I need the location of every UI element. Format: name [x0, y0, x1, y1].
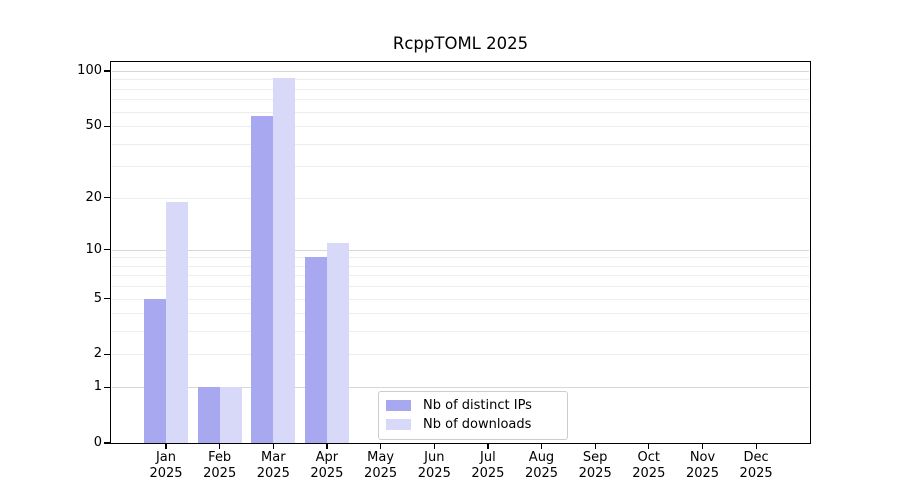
x-tick-label-dec: Dec 2025 — [739, 450, 773, 481]
y-tick-1 — [104, 386, 110, 388]
bar-nb-of-downloads-feb — [219, 387, 242, 443]
x-tick-jan — [165, 444, 167, 449]
legend-item-distinct-ips: Nb of distinct IPs — [386, 396, 567, 415]
x-tick-label-nov: Nov 2025 — [685, 450, 720, 481]
gridline-90 — [112, 79, 809, 81]
x-tick-sep — [594, 444, 596, 449]
y-tick-label-2: 2 — [93, 346, 102, 362]
x-tick-label-jan: Jan 2025 — [149, 450, 183, 481]
gridline-major-1 — [112, 387, 809, 389]
y-tick-2 — [104, 353, 110, 356]
y-tick-label-20: 20 — [85, 189, 102, 205]
bar-nb-of-distinct-ips-feb — [197, 387, 220, 443]
bar-nb-of-distinct-ips-jan — [144, 298, 166, 443]
legend-item-downloads: Nb of downloads — [386, 415, 567, 434]
gridline-8 — [112, 265, 809, 267]
bar-nb-of-downloads-mar — [273, 77, 296, 443]
gridline-50 — [112, 126, 809, 128]
x-tick-label-apr: Apr 2025 — [310, 450, 344, 481]
x-tick-label-aug: Aug 2025 — [524, 450, 559, 481]
bar-nb-of-distinct-ips-apr — [304, 257, 327, 443]
y-tick-label-10: 10 — [85, 241, 102, 257]
y-tick-label-1: 1 — [93, 379, 102, 395]
gridline-9 — [112, 257, 809, 259]
x-tick-may — [380, 444, 382, 449]
x-tick-label-jun: Jun 2025 — [417, 450, 451, 481]
x-tick-feb — [219, 444, 221, 449]
legend: Nb of distinct IPs Nb of downloads — [378, 391, 568, 440]
x-tick-jun — [433, 444, 435, 449]
x-tick-label-mar: Mar 2025 — [256, 450, 290, 481]
y-tick-label-50: 50 — [85, 118, 102, 134]
x-tick-label-jul: Jul 2025 — [471, 450, 505, 481]
x-tick-dec — [755, 444, 757, 449]
y-tick-10 — [104, 249, 110, 251]
bar-nb-of-downloads-apr — [326, 242, 349, 443]
gridline-4 — [112, 313, 809, 315]
chart-title: RcppTOML 2025 — [392, 34, 529, 53]
gridline-30 — [112, 166, 809, 168]
bar-nb-of-downloads-jan — [166, 201, 188, 443]
x-tick-mar — [272, 444, 274, 449]
gridline-40 — [112, 143, 809, 145]
x-tick-oct — [648, 444, 650, 449]
y-tick-label-5: 5 — [93, 290, 102, 306]
x-tick-label-feb: Feb 2025 — [203, 450, 237, 481]
legend-swatch-distinct-ips — [386, 400, 411, 411]
gridline-20 — [112, 197, 809, 199]
gridline-3 — [112, 331, 809, 333]
y-tick-100 — [104, 70, 110, 72]
x-tick-jul — [487, 444, 489, 449]
gridline-2 — [112, 354, 809, 356]
gridline-60 — [112, 111, 809, 113]
legend-label-downloads: Nb of downloads — [423, 417, 532, 432]
y-tick-20 — [104, 197, 110, 199]
x-tick-apr — [326, 444, 328, 449]
x-tick-nov — [701, 444, 704, 449]
gridline-5 — [112, 298, 809, 300]
gridline-70 — [112, 99, 809, 101]
x-tick-label-may: May 2025 — [364, 450, 398, 481]
y-tick-50 — [104, 125, 110, 127]
gridline-major-10 — [112, 249, 809, 251]
y-tick-5 — [104, 298, 110, 300]
gridline-major-100 — [112, 71, 809, 72]
gridline-6 — [112, 286, 809, 288]
gridline-7 — [112, 275, 809, 277]
x-tick-label-sep: Sep 2025 — [578, 450, 612, 481]
x-tick-label-oct: Oct 2025 — [632, 450, 666, 481]
y-tick-0 — [104, 442, 110, 444]
gridline-80 — [112, 88, 809, 90]
bar-nb-of-distinct-ips-mar — [251, 115, 274, 443]
legend-label-distinct-ips: Nb of distinct IPs — [423, 398, 532, 413]
y-tick-label-100: 100 — [77, 63, 102, 78]
y-tick-label-0: 0 — [93, 435, 102, 450]
x-tick-aug — [540, 444, 543, 449]
legend-swatch-downloads — [386, 419, 411, 430]
